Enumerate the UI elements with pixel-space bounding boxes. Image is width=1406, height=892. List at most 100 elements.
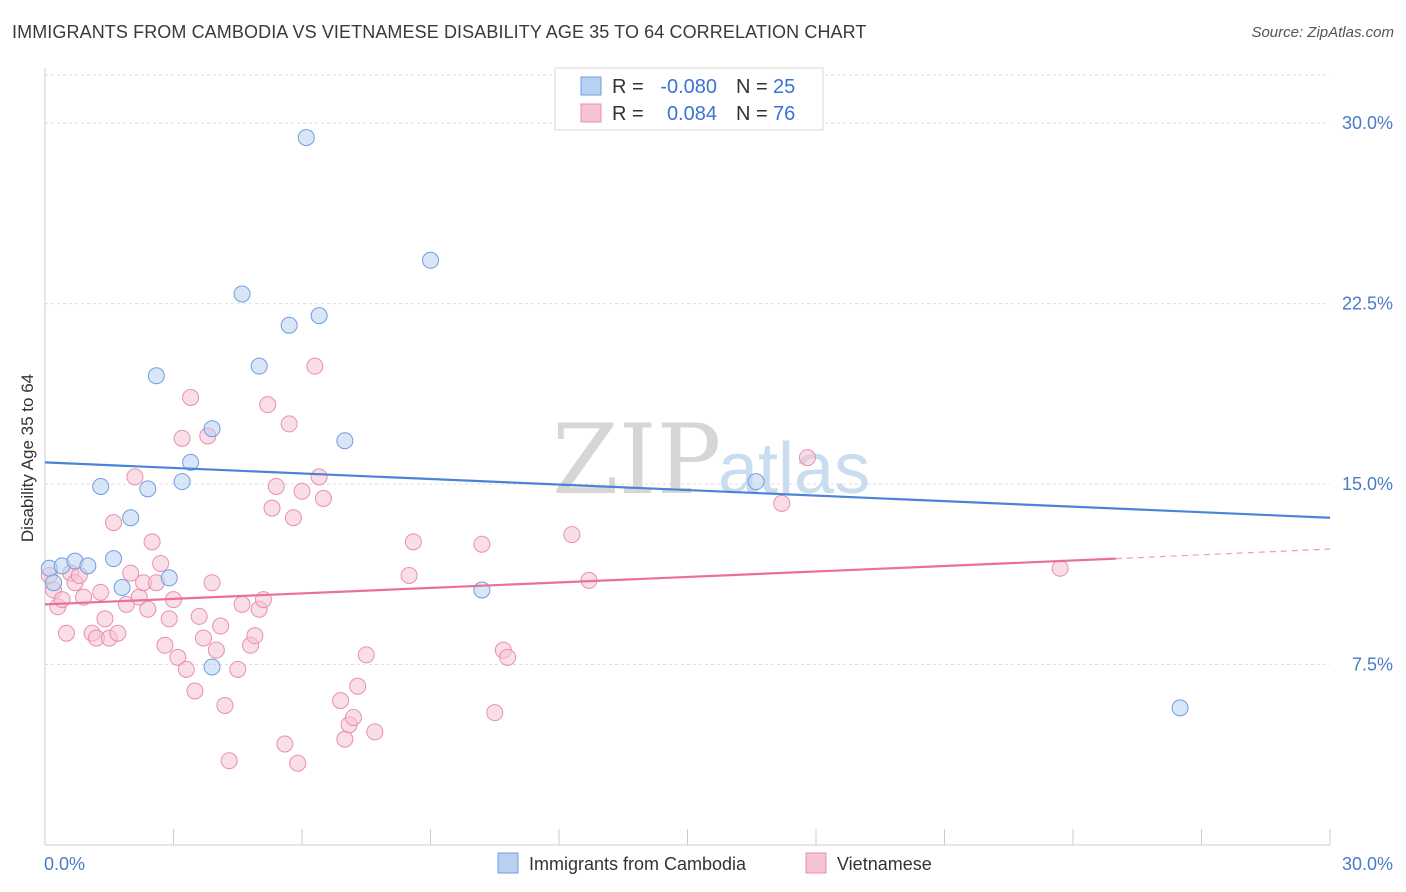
point-vietnamese <box>126 468 144 486</box>
legend-r-label-2: R = <box>612 103 644 125</box>
legend-n-value-1: 25 <box>773 76 795 98</box>
point-vietnamese <box>105 514 123 532</box>
point-vietnamese <box>152 554 170 572</box>
point-vietnamese <box>404 533 422 551</box>
point-cambodia <box>310 307 328 325</box>
bottom-legend-label-vietnamese: Vietnamese <box>837 854 932 874</box>
point-cambodia <box>147 367 165 385</box>
trend-line-vietnamese-extension <box>1115 548 1331 560</box>
point-vietnamese <box>169 648 187 666</box>
point-vietnamese <box>366 723 384 741</box>
point-vietnamese <box>486 704 504 722</box>
point-vietnamese <box>57 624 75 642</box>
bottom-legend-swatch-blue <box>497 852 519 874</box>
point-vietnamese <box>186 682 204 700</box>
axes <box>44 68 1331 846</box>
tick-labels: 7.5% 15.0% 22.5% 30.0% 0.0% 30.0% <box>44 113 1393 874</box>
legend-n-label-1: N = <box>736 76 768 98</box>
point-vietnamese <box>499 648 517 666</box>
point-cambodia <box>203 658 221 676</box>
point-vietnamese <box>182 388 200 406</box>
point-vietnamese <box>194 629 212 647</box>
legend-swatch-pink <box>580 103 602 123</box>
point-vietnamese <box>310 468 328 486</box>
point-cambodia <box>122 509 140 527</box>
point-vietnamese <box>156 636 174 654</box>
point-vietnamese <box>344 708 362 726</box>
point-cambodia <box>139 480 157 498</box>
point-vietnamese <box>276 735 294 753</box>
point-vietnamese <box>289 754 307 772</box>
point-vietnamese <box>293 482 311 500</box>
series-legend: Immigrants from Cambodia Vietnamese <box>497 852 932 874</box>
point-cambodia <box>45 574 63 592</box>
point-vietnamese <box>173 429 191 447</box>
legend-r-value-1: -0.080 <box>660 76 717 98</box>
point-cambodia <box>173 473 191 491</box>
point-vietnamese <box>284 509 302 527</box>
point-vietnamese <box>109 624 127 642</box>
bottom-legend-label-cambodia: Immigrants from Cambodia <box>529 854 747 874</box>
y-axis-title: Disability Age 35 to 64 <box>18 374 37 542</box>
point-vietnamese <box>53 591 71 609</box>
point-cambodia <box>182 453 200 471</box>
point-vietnamese <box>400 567 418 584</box>
x-tick-label: 0.0% <box>44 854 85 874</box>
y-tick-label: 7.5% <box>1352 655 1393 675</box>
trend-lines <box>44 461 1331 606</box>
point-vietnamese <box>267 477 285 495</box>
trend-line-vietnamese <box>44 557 1116 606</box>
point-cambodia <box>297 129 315 147</box>
point-vietnamese <box>336 730 354 748</box>
point-vietnamese <box>177 660 195 678</box>
watermark-zip: ZIP <box>552 404 721 516</box>
watermark: ZIP atlas <box>552 404 870 516</box>
point-vietnamese <box>75 588 93 606</box>
point-vietnamese <box>207 641 225 659</box>
point-vietnamese <box>263 499 281 517</box>
point-cambodia <box>113 579 131 597</box>
point-vietnamese <box>216 696 234 714</box>
point-vietnamese <box>473 535 491 553</box>
point-vietnamese <box>212 617 230 635</box>
point-vietnamese <box>798 449 816 467</box>
correlation-legend: R = -0.080 N = 25 R = 0.084 N = 76 <box>554 67 824 131</box>
y-tick-label: 30.0% <box>1342 113 1393 133</box>
trend-line-cambodia <box>44 461 1331 519</box>
point-cambodia <box>250 357 268 375</box>
point-cambodia <box>422 251 439 269</box>
point-cambodia <box>1171 699 1189 717</box>
point-vietnamese <box>143 533 161 551</box>
legend-r-label-1: R = <box>612 76 644 98</box>
point-cambodia <box>747 473 765 491</box>
point-cambodia <box>160 569 178 587</box>
point-vietnamese <box>332 692 350 710</box>
point-cambodia <box>233 285 251 303</box>
legend-n-value-2: 76 <box>773 103 795 125</box>
point-vietnamese <box>139 600 157 618</box>
legend-r-value-2: 0.084 <box>667 103 717 125</box>
point-vietnamese <box>220 752 238 770</box>
point-cambodia <box>473 581 491 599</box>
point-vietnamese <box>233 595 251 613</box>
point-cambodia <box>79 557 97 575</box>
y-tick-label: 15.0% <box>1342 474 1393 494</box>
point-cambodia <box>105 550 123 568</box>
point-vietnamese <box>160 610 178 628</box>
point-cambodia <box>92 477 110 495</box>
legend-swatch-blue <box>580 76 602 96</box>
point-vietnamese <box>563 526 581 544</box>
bottom-legend-swatch-pink <box>805 852 827 874</box>
point-vietnamese <box>259 396 277 414</box>
point-vietnamese <box>92 583 110 601</box>
chart-title: IMMIGRANTS FROM CAMBODIA VS VIETNAMESE D… <box>12 22 867 42</box>
point-vietnamese <box>246 627 264 645</box>
point-vietnamese <box>96 610 114 628</box>
legend-n-label-2: N = <box>736 103 768 125</box>
y-tick-label: 22.5% <box>1342 294 1393 314</box>
point-cambodia <box>280 316 298 334</box>
point-vietnamese <box>773 494 791 512</box>
point-vietnamese <box>229 660 247 678</box>
point-vietnamese <box>280 415 298 433</box>
